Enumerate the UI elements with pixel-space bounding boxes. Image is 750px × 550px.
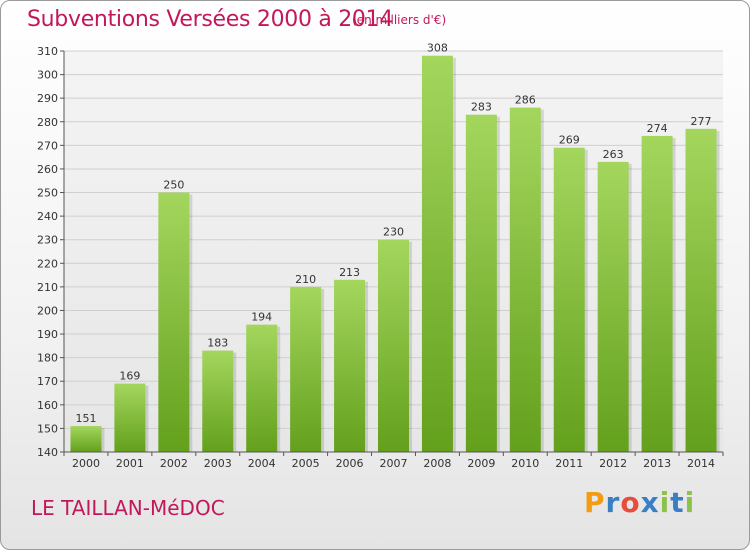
y-tick-label: 230 [37, 234, 58, 247]
value-labels: 151 169 250 183 194 210 213 230 308 283 286 269 263 2… [75, 42, 711, 425]
y-tick-label: 250 [37, 187, 58, 200]
value-label: 230 [383, 226, 404, 239]
x-tick-label: 2005 [292, 457, 320, 470]
bar [553, 147, 585, 452]
value-label: 274 [647, 122, 668, 135]
value-label: 213 [339, 266, 360, 279]
x-tick-label: 2014 [687, 457, 715, 470]
x-tick-label: 2012 [599, 457, 627, 470]
y-tick-label: 280 [37, 116, 58, 129]
bar [597, 161, 629, 453]
x-tick-label: 2013 [643, 457, 671, 470]
y-tick-label: 200 [37, 304, 58, 317]
x-tick-label: 2007 [380, 457, 408, 470]
value-label: 151 [75, 412, 96, 425]
value-label: 210 [295, 273, 316, 286]
value-label: 169 [119, 370, 140, 383]
y-tick-label: 210 [37, 281, 58, 294]
bar [421, 55, 453, 452]
bar [641, 135, 673, 452]
value-label: 277 [691, 115, 712, 128]
bar [290, 286, 322, 452]
y-tick-label: 140 [37, 446, 58, 459]
proxiti-logo: Proxiti [584, 486, 695, 519]
y-tick-label: 190 [37, 328, 58, 341]
x-tick-labels: 2000 2001 2002 2003 2004 2005 2006 2007 2008 2009… [63, 452, 724, 470]
logo-letter: x [640, 486, 660, 519]
logo-letter: P [584, 486, 606, 519]
bar [465, 114, 497, 452]
y-tick-label: 270 [37, 139, 58, 152]
x-tick-label: 2001 [116, 457, 144, 470]
bar [70, 426, 102, 452]
y-tick-label: 220 [37, 257, 58, 270]
commune-name: LE TAILLAN-MéDOC [31, 496, 225, 520]
chart-title: Subventions Versées 2000 à 2014 [27, 7, 394, 32]
bar [158, 192, 190, 452]
x-tick-label: 2011 [555, 457, 583, 470]
bar [685, 128, 717, 452]
y-tick-label: 310 [37, 45, 58, 58]
logo-letter: i [684, 486, 696, 519]
x-tick-label: 2000 [72, 457, 100, 470]
x-tick-label: 2006 [336, 457, 364, 470]
x-tick-label: 2002 [160, 457, 188, 470]
bar [334, 279, 366, 452]
y-tick-label: 170 [37, 375, 58, 388]
value-label: 308 [427, 42, 448, 55]
x-tick-label: 2010 [511, 457, 539, 470]
x-tick-label: 2009 [467, 457, 495, 470]
x-tick-label: 2008 [423, 457, 451, 470]
y-tick-label: 260 [37, 163, 58, 176]
value-label: 250 [163, 179, 184, 192]
x-tick-label: 2003 [204, 457, 232, 470]
logo-letter: r [605, 486, 621, 519]
bar [202, 350, 234, 452]
bars-group [70, 55, 720, 453]
bar [246, 324, 278, 452]
logo-letter: t [670, 486, 685, 519]
value-label: 286 [515, 94, 536, 107]
y-tick-label: 150 [37, 422, 58, 435]
bar [509, 107, 541, 453]
y-tick-label: 300 [37, 69, 58, 82]
value-label: 263 [603, 148, 624, 161]
y-tick-label: 160 [37, 399, 58, 412]
y-tick-label: 180 [37, 352, 58, 365]
value-label: 283 [471, 101, 492, 114]
logo-letter: i [659, 486, 671, 519]
axes-group [63, 51, 723, 453]
x-tick-label: 2004 [248, 457, 276, 470]
bar [378, 239, 409, 452]
chart-subtitle: (en milliers d'€) [352, 13, 447, 27]
logo-letter: o [620, 486, 641, 519]
y-tick-label: 290 [37, 92, 58, 105]
value-label: 269 [559, 134, 580, 147]
value-label: 194 [251, 311, 272, 324]
y-tick-label: 240 [37, 210, 58, 223]
value-label: 183 [207, 337, 228, 350]
y-tick-labels: 140 150 160 170 180 190 200 210 220 230 240 250 260 2… [37, 45, 58, 459]
bar [114, 383, 146, 452]
